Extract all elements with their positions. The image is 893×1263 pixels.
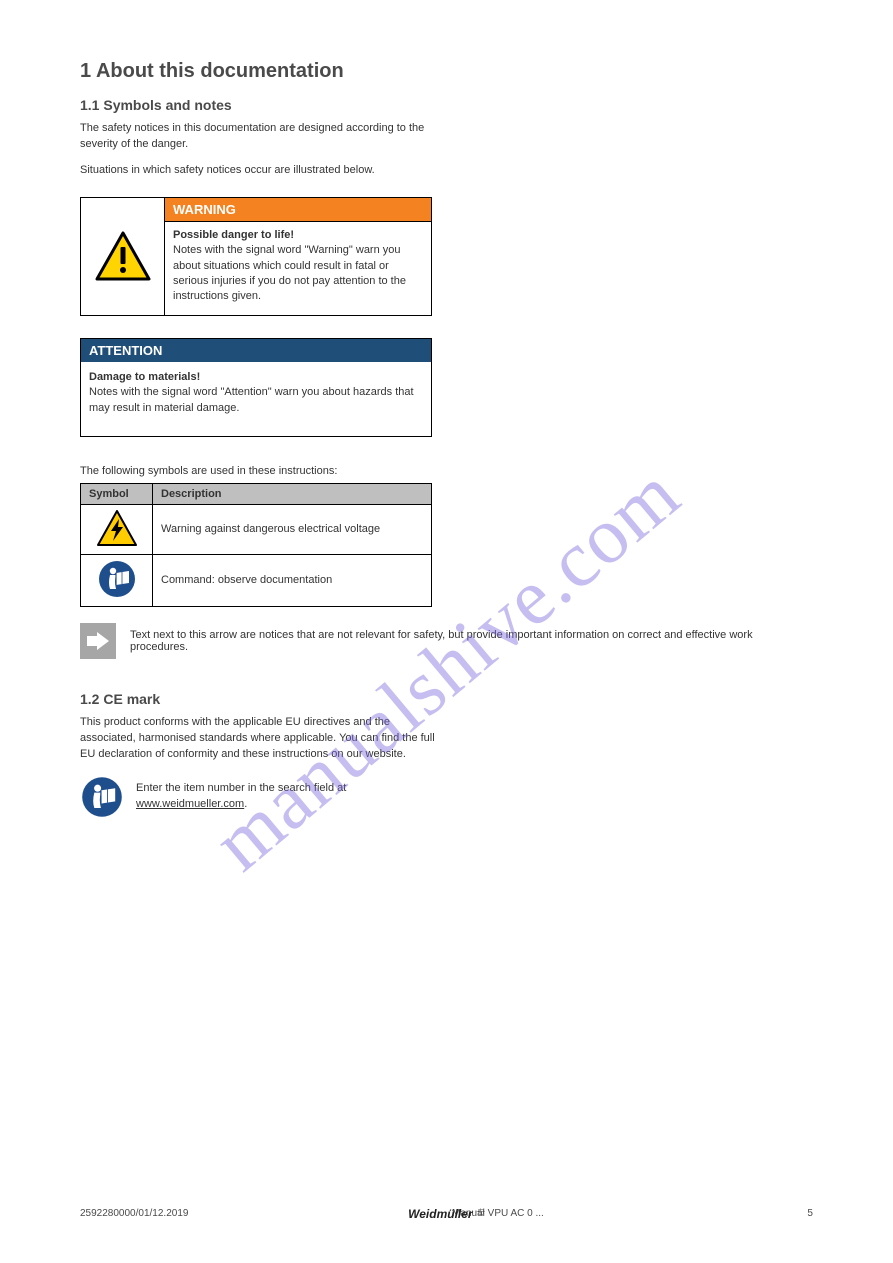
section-title: 1 About this documentation xyxy=(80,60,813,83)
docs-icon-cell xyxy=(81,554,153,606)
warning-body-title: Possible danger to life! xyxy=(173,229,294,241)
ce-link-lead: Enter the item number in the search fiel… xyxy=(136,782,346,794)
attention-box: ATTENTION Damage to materials! Notes wit… xyxy=(80,338,432,437)
action-note-row: Text next to this arrow are notices that… xyxy=(80,623,813,659)
subsection-title: 1.1 Symbols and notes xyxy=(80,97,813,113)
warning-body-text: Notes with the signal word "Warning" war… xyxy=(173,244,406,302)
warning-body: Possible danger to life! Notes with the … xyxy=(165,222,431,315)
attention-body-title: Damage to materials! xyxy=(89,371,200,383)
action-note-text: Text next to this arrow are notices that… xyxy=(130,629,813,653)
intro-paragraph-1: The safety notices in this documentation… xyxy=(80,121,440,153)
warning-header: WARNING xyxy=(165,198,431,222)
symbols-intro: The following symbols are used in these … xyxy=(80,465,813,477)
ce-link-text: Enter the item number in the search fiel… xyxy=(136,781,346,813)
warning-icon-cell xyxy=(81,198,165,315)
symbols-table: Symbol Description Warning against dange… xyxy=(80,483,432,607)
ce-body-text: This product conforms with the applicabl… xyxy=(80,715,440,763)
docs-desc: Command: observe documentation xyxy=(153,554,432,606)
footer-doc-id: 2592280000/01/12.2019 xyxy=(80,1208,188,1219)
brand-glyph-icon: ⯐ xyxy=(477,1204,485,1223)
symbols-col-header-2: Description xyxy=(153,483,432,504)
page-footer: 2592280000/01/12.2019 Manual VPU AC 0 ..… xyxy=(80,1208,813,1219)
voltage-desc: Warning against dangerous electrical vol… xyxy=(153,504,432,554)
ce-link-row: Enter the item number in the search fiel… xyxy=(80,775,813,819)
intro-paragraph-2: Situations in which safety notices occur… xyxy=(80,163,440,179)
table-row: Command: observe documentation xyxy=(81,554,432,606)
attention-body: Damage to materials! Notes with the sign… xyxy=(81,362,431,436)
voltage-icon-cell xyxy=(81,504,153,554)
page-content: 1 About this documentation 1.1 Symbols a… xyxy=(0,0,893,859)
footer-brand: Weidmüller ⯐ xyxy=(408,1204,485,1223)
attention-header: ATTENTION xyxy=(81,339,431,362)
warning-triangle-icon xyxy=(94,230,152,282)
observe-documentation-icon xyxy=(80,775,124,819)
table-row: Warning against dangerous electrical vol… xyxy=(81,504,432,554)
ce-subsection-title: 1.2 CE mark xyxy=(80,691,813,707)
footer-page-number: 5 xyxy=(807,1208,813,1219)
symbols-col-header-1: Symbol xyxy=(81,483,153,504)
attention-body-text: Notes with the signal word "Attention" w… xyxy=(89,386,414,413)
observe-documentation-icon xyxy=(97,559,137,599)
electrical-voltage-icon xyxy=(96,509,138,547)
warning-box: WARNING Possible danger to life! Notes w… xyxy=(80,197,432,316)
brand-name: Weidmüller xyxy=(408,1207,472,1221)
action-arrow-icon xyxy=(80,623,116,659)
ce-link-url[interactable]: www.weidmueller.com xyxy=(136,798,244,810)
